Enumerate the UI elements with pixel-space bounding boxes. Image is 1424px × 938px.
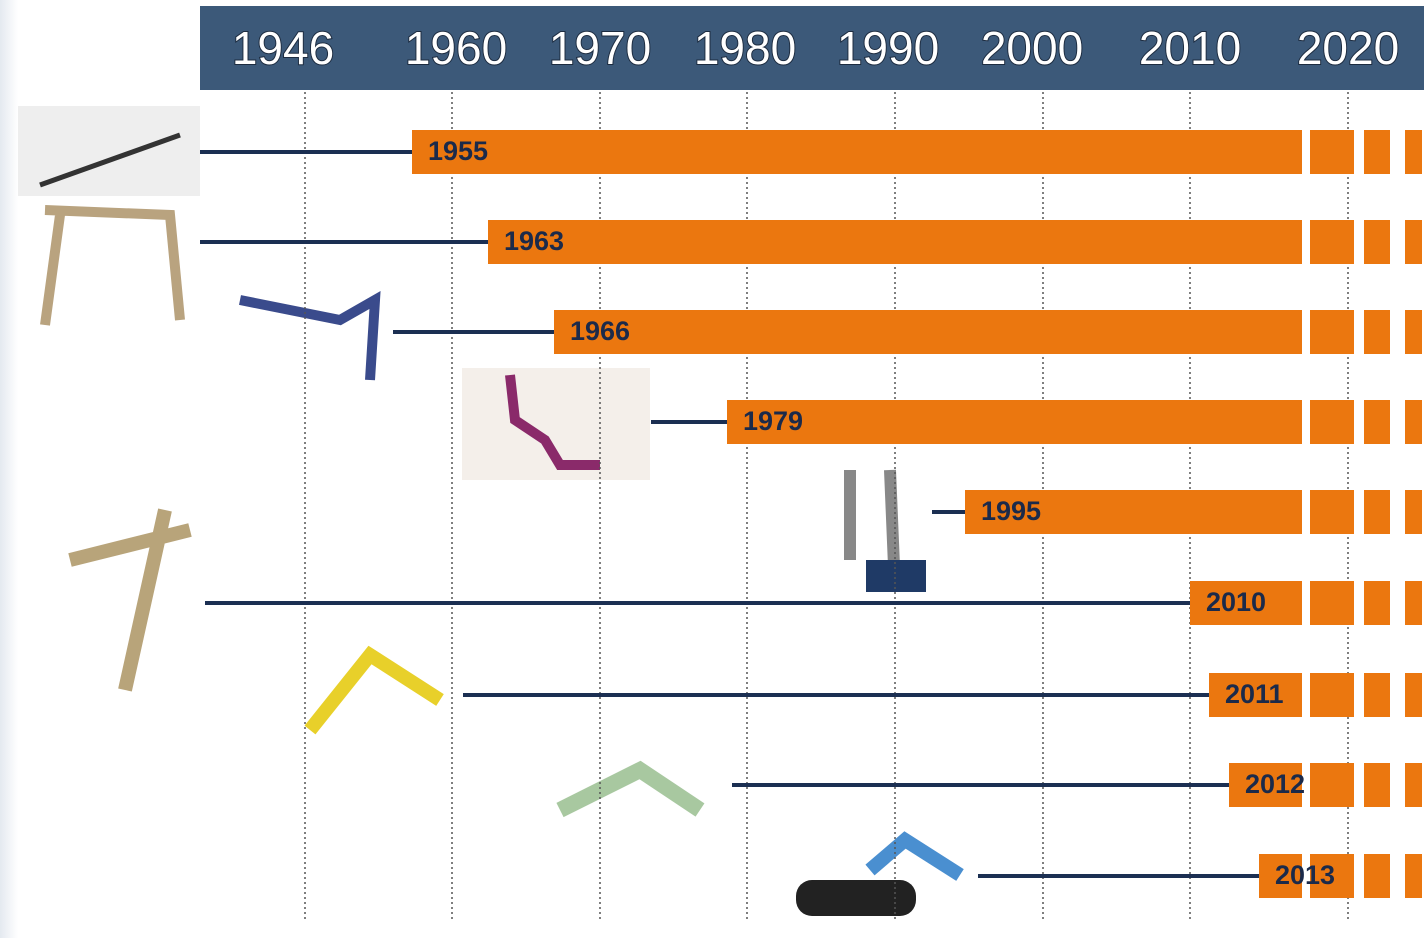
robot-arm	[70, 510, 190, 690]
bar-segment	[1364, 763, 1390, 807]
bar-label: 2013	[1275, 860, 1335, 890]
bar-segment	[1364, 310, 1390, 354]
bar-segment	[1405, 581, 1422, 625]
bar-segment	[1364, 220, 1390, 264]
bar-segment	[1310, 763, 1354, 807]
bar-segment	[1364, 673, 1390, 717]
bar-segment	[1310, 310, 1354, 354]
robot-arm	[240, 300, 375, 380]
year-label: 2010	[1139, 22, 1241, 74]
robot-arm	[310, 655, 440, 730]
year-label: 1980	[694, 22, 796, 74]
side-strip	[0, 0, 18, 938]
bar-segment	[1310, 581, 1354, 625]
bar-label: 1955	[428, 136, 488, 166]
bar-segment	[1405, 220, 1422, 264]
bar-segment	[1364, 400, 1390, 444]
robot-base	[866, 560, 926, 592]
robot-arm	[560, 770, 700, 810]
bar-segment	[1405, 310, 1422, 354]
bar	[554, 310, 1302, 354]
year-label: 1970	[549, 22, 651, 74]
bar-segment	[1310, 130, 1354, 174]
bar-label: 2010	[1206, 587, 1266, 617]
bar-segment	[1310, 400, 1354, 444]
robot-arm	[45, 210, 180, 325]
year-label: 1960	[405, 22, 507, 74]
timeline: 1946 1960 1970 1980 1990 2000 2010 2020 1955 1963…	[0, 0, 1424, 938]
bar-segment	[1364, 490, 1390, 534]
bar-label: 1963	[504, 226, 564, 256]
bar-segment	[1405, 490, 1422, 534]
bar-segment	[1405, 763, 1422, 807]
bar	[412, 130, 1302, 174]
bar-segment	[1405, 854, 1422, 898]
bar-segment	[1310, 490, 1354, 534]
bar-label: 1995	[981, 496, 1041, 526]
bar-label: 1966	[570, 316, 630, 346]
year-label: 1946	[232, 22, 334, 74]
bar	[727, 400, 1302, 444]
bar-segment	[1364, 854, 1390, 898]
robot-base	[796, 880, 916, 916]
year-label: 1990	[837, 22, 939, 74]
bar-segment	[1405, 673, 1422, 717]
bar-segment	[1405, 400, 1422, 444]
bar-label: 1979	[743, 406, 803, 436]
bar-segment	[1405, 130, 1422, 174]
bar-label: 2012	[1245, 769, 1305, 799]
bar-segment	[1310, 220, 1354, 264]
robot-arm	[870, 840, 960, 875]
year-label: 2000	[981, 22, 1083, 74]
bar-segment	[1364, 130, 1390, 174]
bar-segment	[1364, 581, 1390, 625]
bar-segment	[1310, 673, 1354, 717]
bar	[488, 220, 1302, 264]
year-label: 2020	[1297, 22, 1399, 74]
bar-label: 2011	[1225, 679, 1284, 709]
